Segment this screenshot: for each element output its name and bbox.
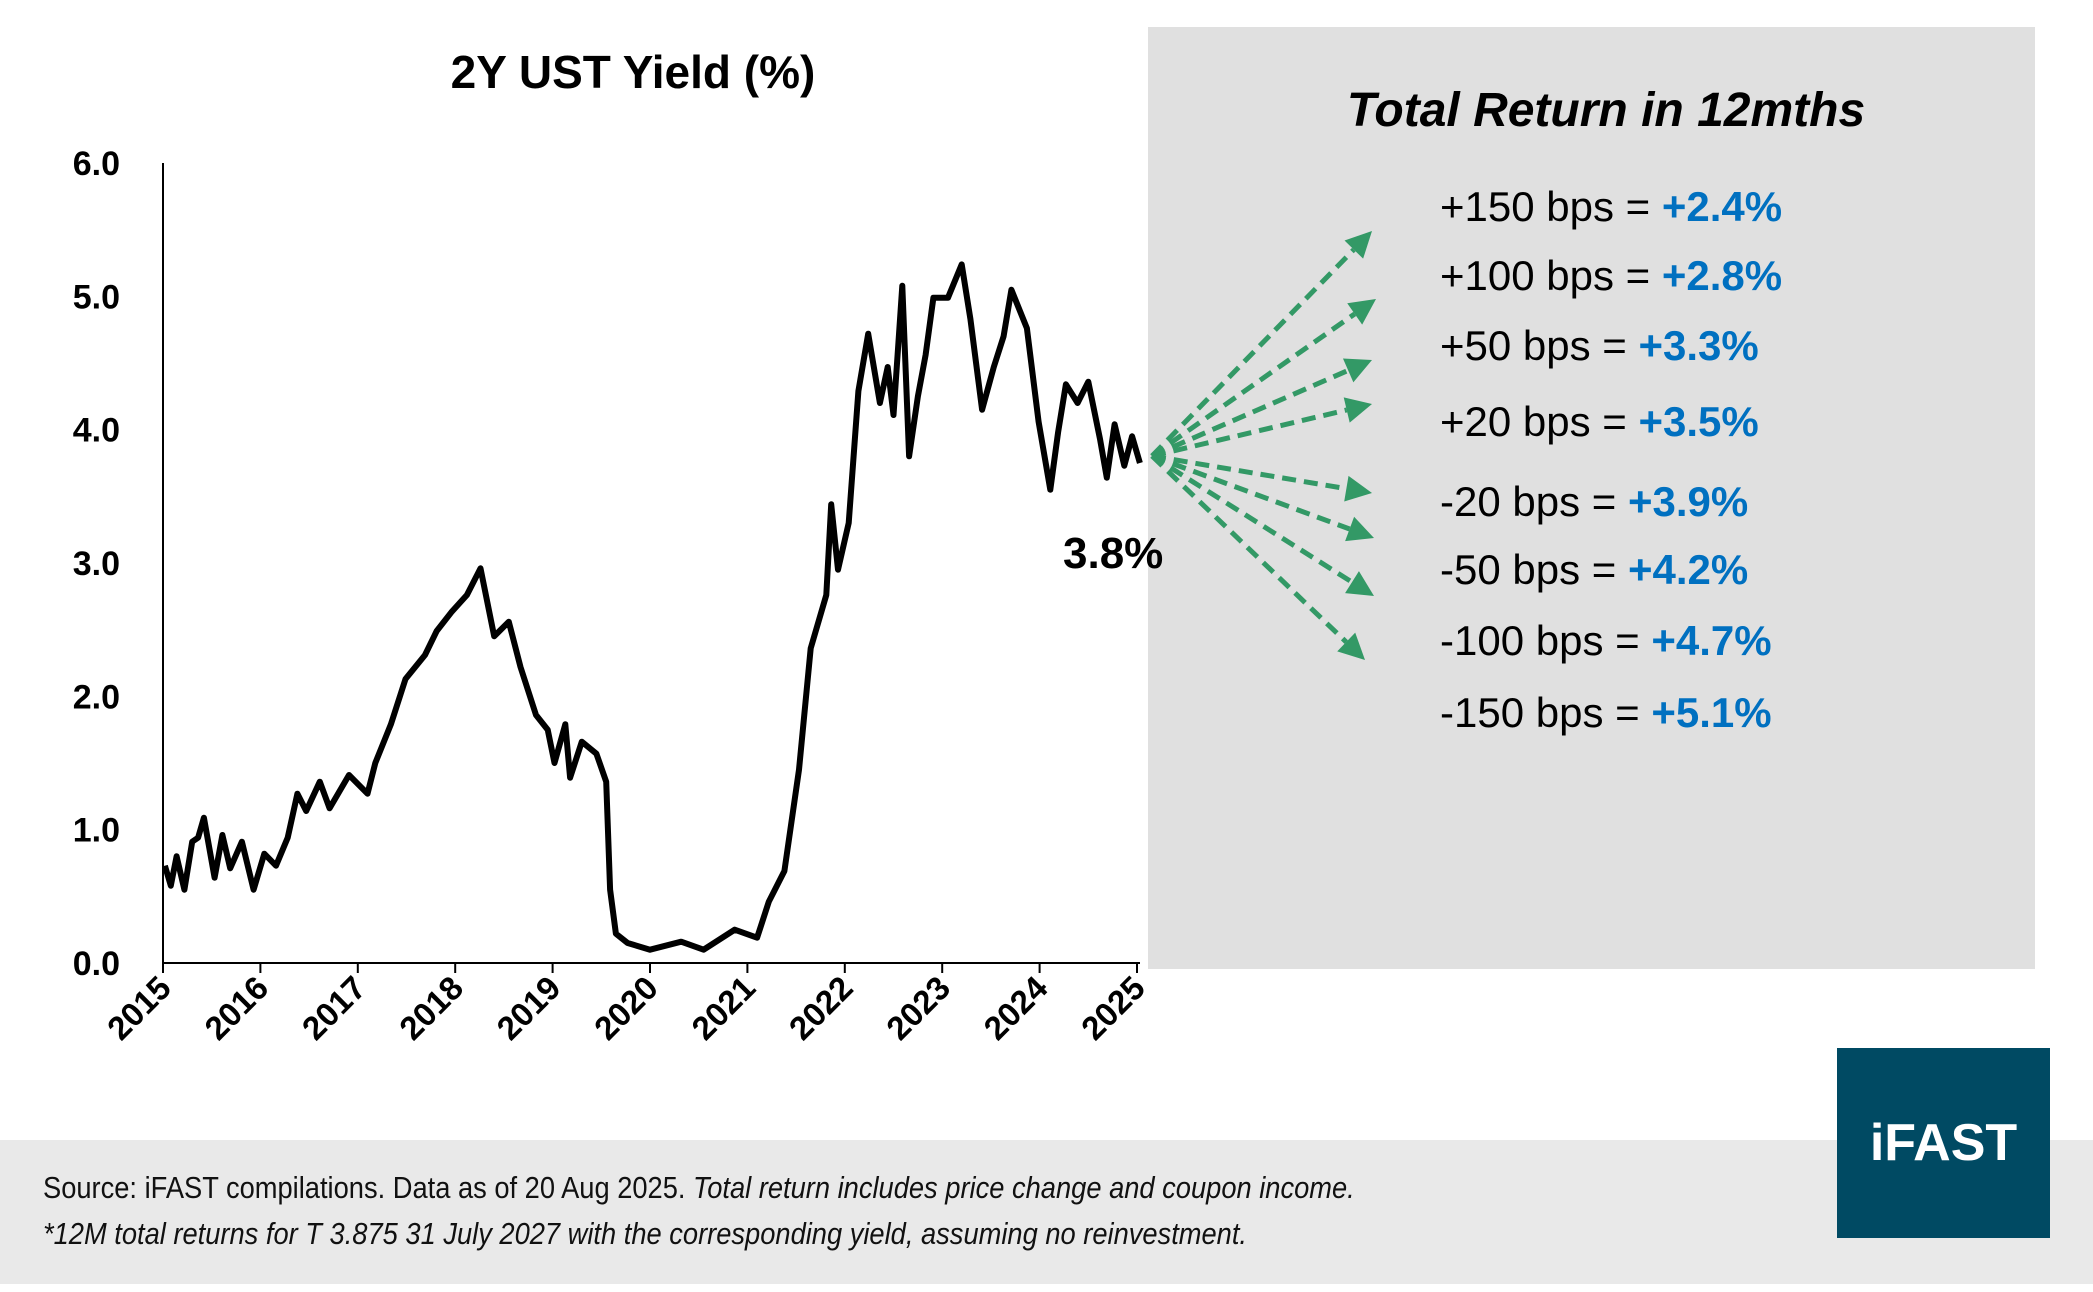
footnote: *12M total returns for T 3.875 31 July 2… — [43, 1216, 1247, 1252]
ifast-logo: iFAST — [1837, 1048, 2050, 1238]
scenario-row: +50 bps = +3.3% — [1440, 322, 1759, 369]
source-line: Source: iFAST compilations. Data as of 2… — [43, 1170, 1355, 1206]
x-tick-label: 2021 — [684, 969, 762, 1047]
scenario-row: -100 bps = +4.7% — [1440, 617, 1772, 664]
arrow-head-icon — [1345, 571, 1374, 596]
scenario-return: +2.8% — [1662, 252, 1782, 299]
scenario-row: -50 bps = +4.2% — [1440, 546, 1748, 593]
x-tick-label: 2017 — [295, 969, 373, 1047]
y-tick-label: 3.0 — [73, 545, 120, 583]
scenario-return: +2.4% — [1662, 183, 1782, 230]
dashed-arrow-line — [1151, 368, 1350, 459]
scenario-row: +20 bps = +3.5% — [1440, 398, 1759, 445]
dashed-arrow-line — [1150, 311, 1357, 459]
scenario-row: +150 bps = +2.4% — [1440, 183, 1782, 230]
x-tick-label: 2022 — [782, 969, 860, 1047]
scenario-row: +100 bps = +2.8% — [1440, 252, 1782, 299]
dashed-arrow-line — [1150, 453, 1354, 585]
arrow-head-icon — [1337, 632, 1365, 660]
footer: Source: iFAST compilations. Data as of 2… — [0, 1140, 2093, 1284]
panel-title: Total Return in 12mths — [1347, 84, 1865, 137]
y-tick-label: 2.0 — [73, 678, 120, 716]
x-tick-label: 2016 — [197, 969, 275, 1047]
arrow-head-icon — [1344, 231, 1372, 259]
current-yield-label: 3.8% — [1063, 529, 1163, 578]
scenario-shift: -20 bps = — [1440, 478, 1628, 525]
source-text: Source: iFAST compilations. Data as of 2… — [43, 1170, 694, 1205]
scenario-shift: +100 bps = — [1440, 252, 1662, 299]
x-tick-label: 2023 — [879, 969, 957, 1047]
arrow-head-icon — [1343, 397, 1372, 423]
logo-text: iFAST — [1869, 1114, 2018, 1172]
arrow-head-icon — [1345, 516, 1374, 542]
scenario-shift: +50 bps = — [1440, 322, 1639, 369]
scenario-row: -150 bps = +5.1% — [1440, 689, 1772, 736]
dashed-arrow-line — [1150, 454, 1348, 644]
x-tick-label: 2024 — [976, 968, 1055, 1047]
scenario-return: +5.1% — [1651, 689, 1771, 736]
scenario-return: +3.3% — [1639, 322, 1759, 369]
dashed-arrow-line — [1151, 453, 1347, 492]
x-tick-label: 2020 — [587, 969, 665, 1047]
arrow-head-icon — [1342, 358, 1372, 383]
scenario-shift: -50 bps = — [1440, 546, 1628, 593]
y-tick-label: 1.0 — [73, 812, 120, 850]
x-tick-label: 2025 — [1074, 969, 1152, 1047]
y-tick-label: 0.0 — [73, 945, 120, 983]
scenario-shift: -150 bps = — [1440, 689, 1651, 736]
total-return-panel — [1148, 27, 2035, 969]
scenario-shift: -100 bps = — [1440, 617, 1651, 664]
arrow-head-icon — [1344, 475, 1372, 502]
chart-title: 2Y UST Yield (%) — [451, 46, 816, 98]
dashed-arrow-line — [1151, 453, 1351, 532]
scenario-row: -20 bps = +3.9% — [1440, 478, 1748, 525]
x-tick-label: 2019 — [489, 969, 567, 1047]
scenario-return: +3.5% — [1639, 398, 1759, 445]
arrow-head-icon — [1347, 299, 1376, 325]
note-2: *12M total returns for T 3.875 31 July 2… — [43, 1216, 1248, 1251]
y-tick-label: 6.0 — [73, 145, 120, 183]
note-inline: Total return includes price change and c… — [693, 1170, 1355, 1205]
dashed-arrow-line — [1151, 407, 1348, 459]
dashed-arrow-line — [1150, 247, 1356, 458]
y-tick-label: 4.0 — [73, 412, 120, 450]
scenario-shift: +150 bps = — [1440, 183, 1662, 230]
y-tick-label: 5.0 — [73, 278, 120, 316]
scenario-arrows — [1150, 231, 1376, 660]
series-line-2y-yield — [162, 261, 1143, 953]
x-tick-label: 2018 — [392, 969, 470, 1047]
scenario-return: +4.2% — [1628, 546, 1748, 593]
scenario-return: +3.9% — [1628, 478, 1748, 525]
scenario-return: +4.7% — [1651, 617, 1771, 664]
scenario-shift: +20 bps = — [1440, 398, 1639, 445]
